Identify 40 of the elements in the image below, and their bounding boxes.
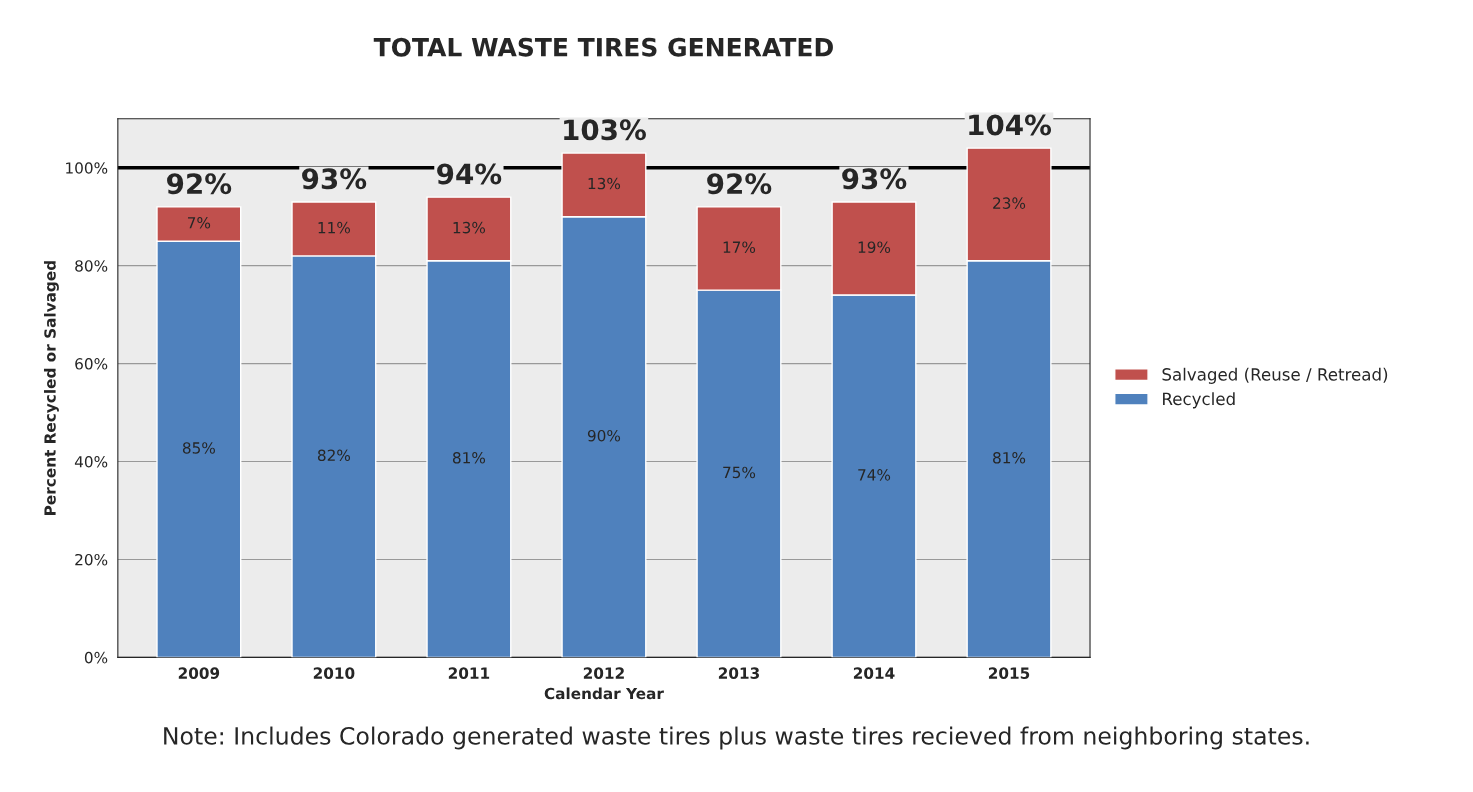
y-tick-label: 80% (75, 260, 108, 272)
text: Note: Includes Colorado generated waste tires plus waste tires recieved from neighboring states. (164, 726, 1309, 750)
data-label: 82% (317, 449, 351, 462)
y-axis-title: Percent Recycled or Salvaged (43, 261, 59, 515)
data-label: 13% (588, 177, 621, 190)
data-label: 19% (858, 241, 891, 253)
data-label: 74% (858, 469, 891, 481)
chart-title: TOTAL WASTE TIRES GENERATED (373, 37, 833, 57)
total-label: 94% (437, 163, 502, 185)
data-label: 11% (318, 221, 351, 234)
data-label: 81% (452, 451, 486, 464)
total-label: 104% (969, 114, 1052, 136)
total-label: 92% (707, 173, 772, 195)
x-tick-label: 2013 (718, 667, 759, 679)
data-label: 13% (453, 221, 486, 234)
total-label: 93% (302, 168, 367, 190)
legend-label: Recycled (1163, 392, 1235, 409)
data-label: 7% (187, 216, 211, 229)
x-tick-label: 2014 (853, 667, 895, 679)
data-label: 17% (723, 241, 756, 253)
total-label: 103% (564, 119, 646, 141)
data-label: 23% (993, 197, 1026, 209)
x-tick-label: 2009 (178, 667, 220, 679)
y-tick-label: 0% (84, 651, 108, 664)
y-tick-label: 60% (75, 358, 108, 370)
y-tick-label: 100% (66, 162, 108, 174)
total-label: 93% (842, 168, 907, 190)
data-label: 75% (723, 466, 756, 479)
x-axis-title: Calendar Year (544, 687, 664, 700)
x-tick-label: 2012 (583, 667, 624, 679)
total-label: 92% (167, 173, 232, 195)
data-label: 85% (182, 442, 215, 454)
x-tick-label: 2010 (313, 667, 355, 679)
data-label: 90% (587, 429, 621, 442)
y-tick-label: 40% (74, 455, 108, 468)
data-label: 81% (993, 451, 1026, 464)
x-tick-label: 2015 (988, 667, 1030, 679)
y-tick-label: 20% (75, 553, 108, 566)
x-tick-label: 2011 (448, 667, 490, 679)
legend-label: Salvaged (Reuse / Retread) (1162, 367, 1388, 384)
